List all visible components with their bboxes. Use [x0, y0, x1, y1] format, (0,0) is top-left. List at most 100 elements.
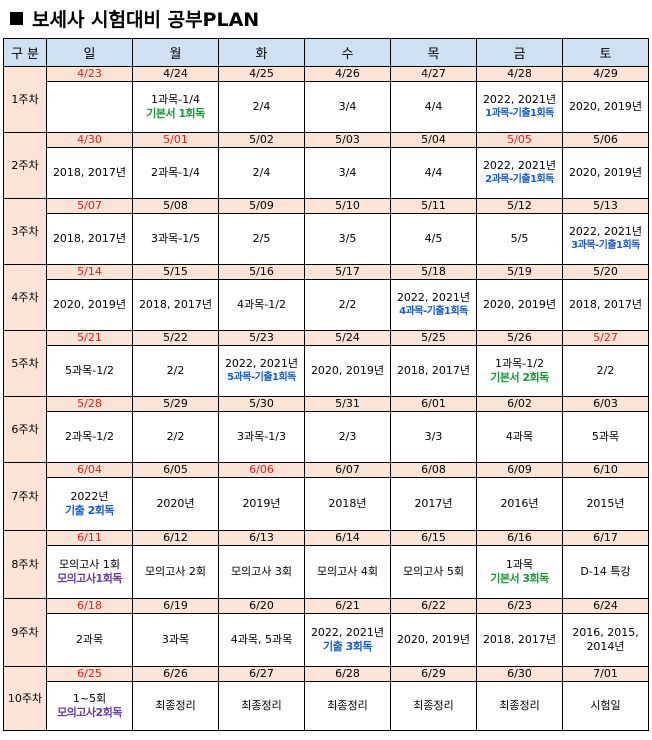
plan-cell: 2018, 2017년: [390, 345, 477, 397]
date-row: 8주차 6/11 6/12 6/13 6/14 6/15 6/16 6/17: [3, 530, 649, 599]
date-cell: 5/08: [132, 198, 219, 214]
date-cell: 5/02: [218, 132, 305, 148]
plan-cell: 4/5: [390, 213, 477, 265]
date-cell: 5/06: [562, 132, 649, 148]
plan-text: 2020, 2019년: [310, 364, 385, 377]
plan-subtext: 기출 2회독: [65, 504, 114, 517]
date-cell: 6/03: [562, 396, 649, 412]
page-title-text: 보세사 시험대비 공부PLAN: [32, 8, 260, 31]
plan-cell: 3과목-1/5: [132, 213, 219, 265]
week-label: 6주차: [3, 396, 47, 463]
plan-text: 4과목, 5과목: [230, 633, 293, 646]
header-day: 수: [304, 38, 391, 67]
plan-text: 2/2: [596, 364, 615, 377]
plan-cell: 3/5: [304, 213, 391, 265]
plan-cell: 4/4: [390, 147, 477, 199]
plan-text: 2/4: [252, 166, 271, 179]
plan-text: 최종정리: [241, 699, 282, 712]
plan-cell: 최종정리: [132, 681, 219, 731]
header-day: 화: [218, 38, 305, 67]
content-row: 5과목-1/2 2/2 2022, 2021년 5과목-기출1회독 2020, 2019…: [4, 345, 649, 397]
date-cell: 4/30: [46, 132, 133, 148]
plan-cell: 2/4: [218, 147, 305, 199]
plan-cell: 2022, 2021년 1과목-기출1회독: [476, 81, 563, 133]
date-cell: 6/25: [46, 666, 133, 682]
plan-text: 2015년: [586, 497, 625, 510]
plan-cell: 최종정리: [390, 681, 477, 731]
plan-cell: 2과목-1/2: [46, 411, 133, 463]
plan-text: 2018, 2017년: [568, 298, 643, 311]
date-cell: 5/22: [132, 330, 219, 346]
plan-text: 2022, 2021년: [482, 159, 557, 172]
plan-cell: 2/5: [218, 213, 305, 265]
header-day: 월: [132, 38, 219, 67]
date-row: 9주차 6/18 6/19 6/20 6/21 6/22 6/23 6/24: [3, 598, 649, 667]
date-cell: 5/07: [46, 198, 133, 214]
date-cell: 6/20: [218, 598, 305, 614]
plan-cell: 2022, 2021년 3과목-기출1회독: [562, 213, 649, 265]
plan-cell: 4과목, 5과목: [218, 613, 305, 667]
plan-text: 2022, 2021년: [482, 93, 557, 106]
plan-cell: 2/2: [304, 279, 391, 331]
date-cell: 5/14: [46, 264, 133, 280]
plan-text: 2018, 2017년: [138, 298, 213, 311]
plan-text: 모의고사 2회: [144, 565, 207, 578]
plan-text: 2/2: [166, 364, 185, 377]
week-label: 4주차: [3, 264, 47, 331]
content-row: 2020, 2019년 2018, 2017년 4과목-1/2 2/2 2022, 20…: [4, 279, 649, 331]
plan-cell: 2018, 2017년: [46, 213, 133, 265]
date-cell: 4/23: [46, 66, 133, 82]
date-cell: 5/01: [132, 132, 219, 148]
plan-cell: 5과목-1/2: [46, 345, 133, 397]
plan-text: 2018년: [328, 497, 367, 510]
date-cell: 4/26: [304, 66, 391, 82]
plan-cell: 2/2: [132, 411, 219, 463]
plan-subtext: 모의고사2회독: [57, 706, 122, 719]
plan-cell: 2020, 2019년: [562, 147, 649, 199]
plan-cell: 2017년: [390, 477, 477, 531]
plan-text: 2016년: [500, 497, 539, 510]
page-title: 보세사 시험대비 공부PLAN: [10, 4, 259, 32]
content-row: 1과목-1/4 기본서 1회독 2/4 3/4 4/4 2022, 2021년 1과목-기출…: [4, 81, 649, 133]
plan-cell: 2018, 2017년: [562, 279, 649, 331]
plan-cell: 2020, 2019년: [390, 613, 477, 667]
plan-cell: 1~5회 모의고사2회독: [46, 681, 133, 731]
header-day: 일: [46, 38, 133, 67]
date-cell: 6/01: [390, 396, 477, 412]
plan-cell: 3/4: [304, 81, 391, 133]
date-cell: 4/25: [218, 66, 305, 82]
plan-cell: 3/4: [304, 147, 391, 199]
date-cell: 6/09: [476, 462, 563, 478]
plan-cell: 2022, 2021년 기출 3회독: [304, 613, 391, 667]
date-cell: 6/06: [218, 462, 305, 478]
date-cell: 5/24: [304, 330, 391, 346]
plan-cell: D-14 특강: [562, 545, 649, 599]
plan-cell: 2020, 2019년: [46, 279, 133, 331]
plan-cell: 2018, 2017년: [132, 279, 219, 331]
plan-cell: 최종정리: [304, 681, 391, 731]
week-label: 7주차: [3, 462, 47, 531]
plan-cell: 2016, 2015, 2014년: [562, 613, 649, 667]
plan-cell: 모의고사 3회: [218, 545, 305, 599]
plan-text: 2022년: [70, 490, 109, 503]
plan-text: 2020년: [156, 497, 195, 510]
plan-text: 3/4: [338, 100, 357, 113]
plan-text: 4/4: [424, 166, 443, 179]
date-cell: 6/24: [562, 598, 649, 614]
plan-text: 최종정리: [155, 699, 196, 712]
square-bullet-icon: [10, 11, 23, 25]
plan-text: 모의고사 3회: [230, 565, 293, 578]
plan-cell: 3과목-1/3: [218, 411, 305, 463]
date-row: 1주차 4/23 4/24 4/25 4/26 4/27 4/28 4/29: [3, 66, 649, 133]
plan-cell: 2/3: [304, 411, 391, 463]
date-cell: 5/11: [390, 198, 477, 214]
plan-text: 2/5: [252, 232, 271, 245]
plan-text: 3과목: [161, 633, 190, 646]
plan-text: 2/4: [252, 100, 271, 113]
date-cell: 5/25: [390, 330, 477, 346]
content-row: 1~5회 모의고사2회독 최종정리 최종정리 최종정리 최종정리 최종정리 시험일: [4, 681, 649, 731]
date-cell: 5/05: [476, 132, 563, 148]
plan-cell: 2020년: [132, 477, 219, 531]
